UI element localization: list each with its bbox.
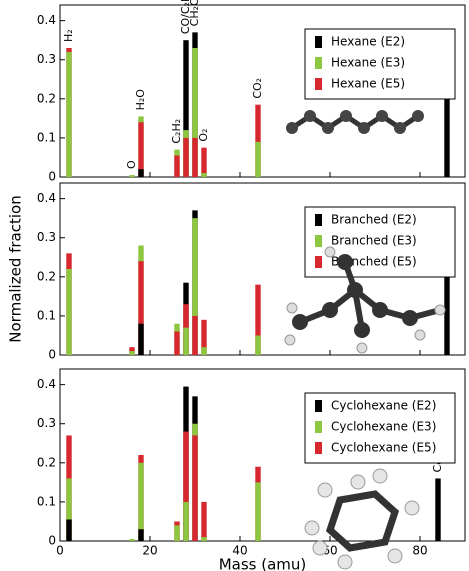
bar (201, 148, 206, 177)
y-tick-label: 0.4 (37, 13, 56, 27)
y-tick-label: 0.3 (37, 52, 56, 66)
legend-label: Cyclohexane (E2) (331, 399, 436, 413)
legend-swatch (315, 78, 322, 90)
x-tick-label: 20 (142, 544, 157, 558)
legend-swatch (315, 57, 322, 69)
legend-swatch (315, 442, 322, 454)
annotation: H₂ (62, 29, 75, 42)
page: 00.10.20.30.4H₂OH₂OC₂H₂CO/C₂H₄CH₂OO₂CO₂C… (0, 0, 469, 571)
legend-swatch (315, 36, 322, 48)
y-tick-label: 0.1 (37, 308, 56, 322)
y-tick-label: 0 (48, 170, 56, 184)
bar (192, 316, 197, 355)
bar (66, 52, 71, 177)
legend-swatch (315, 214, 322, 226)
bar (129, 539, 134, 541)
x-axis-label: Mass (amu) (219, 556, 307, 571)
bar (255, 335, 260, 355)
bar (183, 328, 188, 355)
x-tick-label: 80 (412, 544, 427, 558)
bar (138, 122, 143, 177)
y-tick-label: 0.3 (37, 416, 56, 430)
annotation: CO₂ (251, 78, 264, 99)
bar (201, 502, 206, 541)
y-tick-label: 0.4 (37, 191, 56, 205)
bar (192, 138, 197, 177)
bar (435, 478, 440, 541)
y-tick-label: 0.3 (37, 230, 56, 244)
legend-label: Branched (E3) (331, 234, 417, 248)
bar (255, 142, 260, 177)
legend-swatch (315, 421, 322, 433)
y-tick-label: 0.1 (37, 494, 56, 508)
bar (201, 537, 206, 541)
y-tick-label: 0.4 (37, 377, 56, 391)
y-tick-label: 0.2 (37, 455, 56, 469)
bar (66, 269, 71, 355)
bar (183, 502, 188, 541)
y-tick-label: 0 (48, 348, 56, 362)
bar (201, 173, 206, 177)
bar (183, 138, 188, 177)
bar (138, 169, 143, 177)
bar (129, 175, 134, 177)
annotation: O (125, 160, 138, 169)
bar (255, 482, 260, 541)
legend-swatch (315, 256, 322, 268)
y-tick-label: 0.2 (37, 269, 56, 283)
legend-label: Branched (E2) (331, 213, 417, 227)
x-tick-label: 0 (56, 544, 64, 558)
legend-swatch (315, 400, 322, 412)
y-tick-label: 0 (48, 534, 56, 548)
bar (174, 156, 179, 178)
bar (192, 435, 197, 541)
legend-label: Cyclohexane (E3) (331, 420, 436, 434)
bar (138, 324, 143, 355)
annotation: CH₂O (188, 0, 201, 26)
chart: 00.10.20.30.4H₂OH₂OC₂H₂CO/C₂H₄CH₂OO₂CO₂C… (0, 0, 469, 571)
legend-label: Hexane (E3) (331, 56, 405, 70)
annotation: O₂ (197, 129, 210, 142)
annotation: C₂H₂ (170, 119, 183, 144)
bar (174, 525, 179, 541)
bar (201, 347, 206, 355)
annotation: H₂O (134, 89, 147, 111)
legend-label: Hexane (E5) (331, 77, 405, 91)
y-axis-label: Normalized fraction (7, 195, 25, 342)
cyclohexane-molecule (330, 494, 395, 548)
bar (138, 529, 143, 541)
bar (129, 351, 134, 355)
y-tick-label: 0.1 (37, 130, 56, 144)
bar (174, 332, 179, 355)
legend-swatch (315, 235, 322, 247)
legend-label: Cyclohexane (E5) (331, 441, 436, 455)
legend-label: Hexane (E2) (331, 35, 405, 49)
bar (66, 520, 71, 542)
y-tick-label: 0.2 (37, 91, 56, 105)
